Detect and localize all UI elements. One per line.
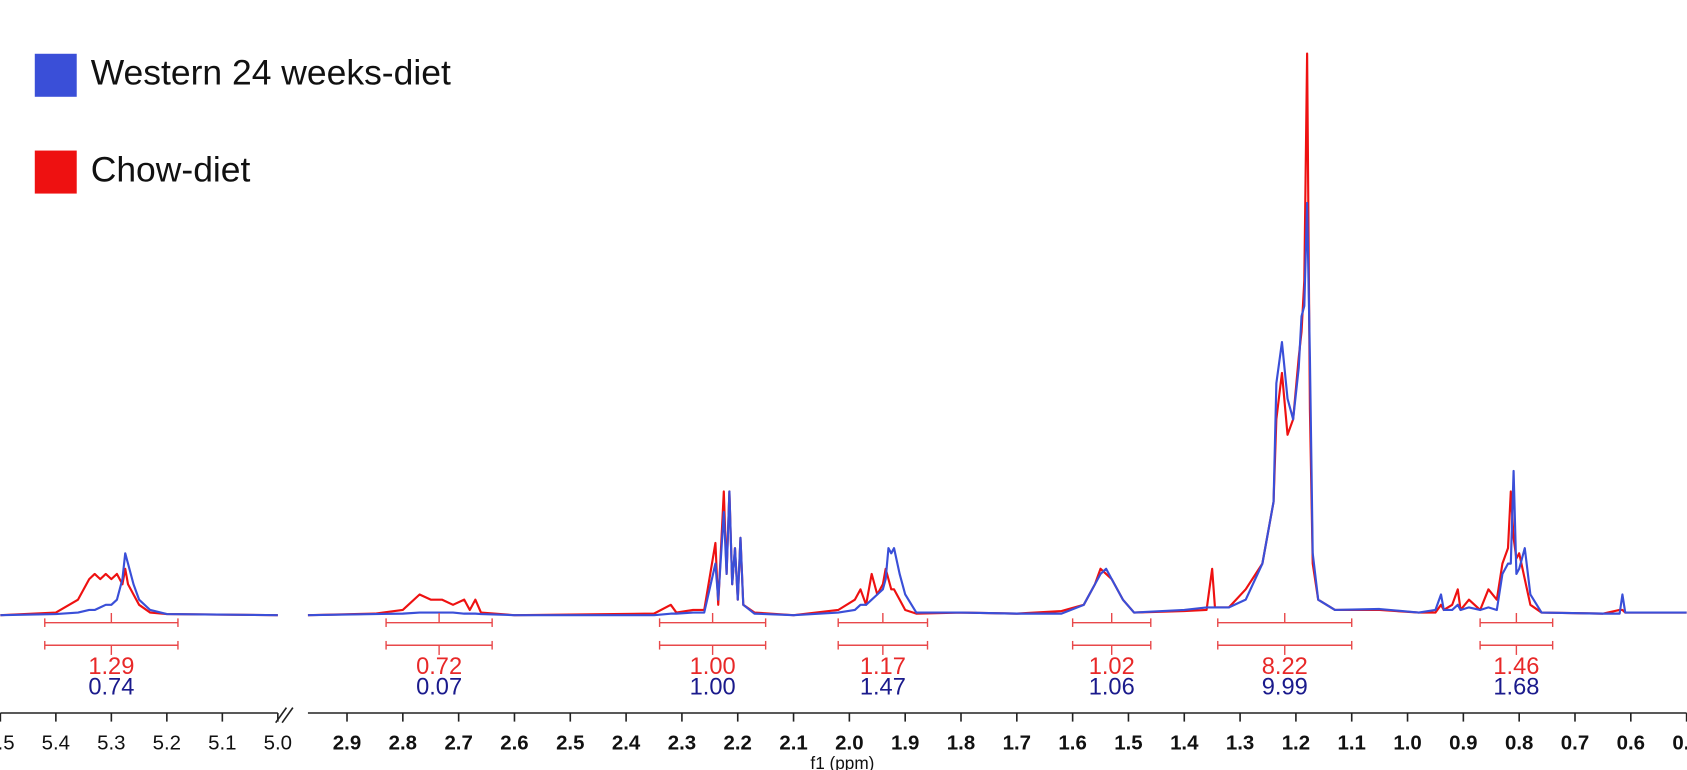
break-mark <box>281 707 294 724</box>
integral-label: 0.72 <box>416 654 462 680</box>
x-tick-label: 0.9 <box>1449 733 1477 755</box>
x-tick-label: 2.3 <box>668 733 696 755</box>
integral-label: 1.17 <box>860 654 906 680</box>
spectrum-line <box>0 52 1687 617</box>
x-tick-label: 1.6 <box>1058 733 1086 755</box>
integral-label: 1.00 <box>690 675 736 701</box>
legend-label: Western 24 weeks-diet <box>91 53 451 93</box>
x-tick-label: 5.2 <box>153 733 181 755</box>
x-tick-label: 5.4 <box>42 733 70 755</box>
x-tick-label: 5.3 <box>97 733 125 755</box>
integral-label: 9.99 <box>1262 675 1308 701</box>
x-tick-label: 1.7 <box>1003 733 1031 755</box>
x-tick-label: 2.6 <box>500 733 528 755</box>
integral-label: 1.47 <box>860 675 906 701</box>
integral-label: 1.00 <box>690 654 736 680</box>
x-tick-label: 5.0 <box>264 733 292 755</box>
integral-label: 1.46 <box>1493 654 1539 680</box>
x-tick-label: 2.9 <box>333 733 361 755</box>
integral-label: 0.74 <box>88 675 134 701</box>
integral-label: 1.02 <box>1089 654 1135 680</box>
legend-swatch <box>34 150 77 194</box>
x-tick-label: 1.9 <box>891 733 919 755</box>
spectrum-line <box>0 201 1687 617</box>
legend-swatch <box>34 53 77 97</box>
x-tick-label: 1.0 <box>1393 733 1421 755</box>
x-tick-label: 0.5 <box>1672 733 1687 755</box>
integral-label: 1.29 <box>88 654 134 680</box>
x-tick-label: 1.1 <box>1338 733 1366 755</box>
x-tick-label: 5.5 <box>0 733 15 755</box>
x-tick-label: 1.5 <box>1114 733 1142 755</box>
integral-label: 1.06 <box>1089 675 1135 701</box>
x-tick-label: 0.8 <box>1505 733 1533 755</box>
x-tick-label: 5.1 <box>208 733 236 755</box>
x-tick-label: 2.7 <box>444 733 472 755</box>
x-tick-label: 1.4 <box>1170 733 1199 755</box>
x-tick-label: 2.4 <box>612 733 641 755</box>
x-tick-label: 1.2 <box>1282 733 1310 755</box>
x-tick-label: 2.5 <box>556 733 584 755</box>
x-tick-label: 2.8 <box>389 733 417 755</box>
x-tick-label: 0.7 <box>1561 733 1589 755</box>
integral-label: 0.07 <box>416 675 462 701</box>
x-tick-label: 2.1 <box>779 733 807 755</box>
x-tick-label: 1.8 <box>947 733 975 755</box>
x-axis-label: f1 (ppm) <box>810 753 874 770</box>
legend-label: Chow-diet <box>91 149 251 189</box>
integral-label: 1.68 <box>1493 675 1539 701</box>
integral-label: 8.22 <box>1262 654 1308 680</box>
x-tick-label: 0.6 <box>1617 733 1645 755</box>
x-tick-label: 1.3 <box>1226 733 1254 755</box>
x-tick-label: 2.2 <box>724 733 752 755</box>
x-tick-label: 2.0 <box>835 733 863 755</box>
